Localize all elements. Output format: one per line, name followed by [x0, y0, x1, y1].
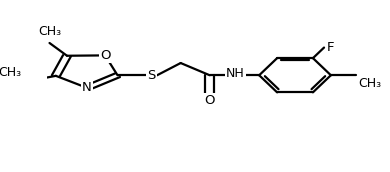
Text: N: N — [82, 81, 92, 94]
Text: F: F — [327, 41, 334, 54]
Text: O: O — [204, 94, 215, 107]
Text: CH₃: CH₃ — [358, 77, 381, 90]
Text: NH: NH — [226, 67, 245, 80]
Text: S: S — [147, 69, 156, 82]
Text: CH₃: CH₃ — [0, 66, 21, 79]
Text: CH₃: CH₃ — [38, 25, 61, 38]
Text: O: O — [100, 49, 110, 62]
